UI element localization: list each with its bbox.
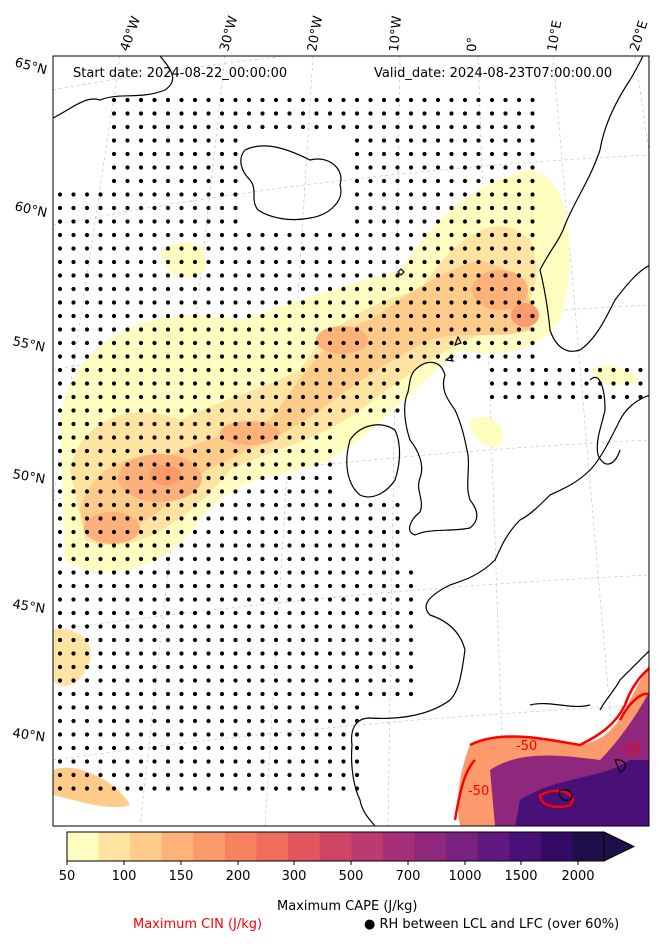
- start-date-text: Start date: 2024-08-22_00:00:00: [73, 66, 288, 81]
- colorbar-tick-label: 100: [112, 869, 137, 884]
- colorbar-extend-arrow: [603, 831, 636, 862]
- colorbar-segment: [572, 832, 605, 861]
- cin-contour-label-2: -25: [620, 742, 641, 757]
- coastlines: [53, 56, 649, 826]
- colorbar-segment: [382, 832, 415, 861]
- cin-contour-label-1: -50: [516, 739, 537, 754]
- colorbar-segment: [509, 832, 542, 861]
- lat-label-55n: 55°N: [11, 334, 46, 355]
- colorbar-tick-label: 200: [226, 869, 251, 884]
- latitude-labels: 65°N 60°N 55°N 50°N 45°N 40°N: [11, 55, 48, 745]
- colorbar-segment: [224, 832, 258, 861]
- colorbar-segment: [256, 832, 289, 861]
- cin-contour-label-3: -50: [468, 784, 489, 799]
- cin-contours: [453, 667, 649, 821]
- colorbar-segment: [98, 832, 131, 861]
- colorbar-segment: [288, 832, 321, 861]
- colorbar-tick-label: 2000: [561, 869, 594, 884]
- lon-label-0: 0°: [465, 37, 481, 52]
- lon-label-10w: 10°W: [387, 15, 405, 52]
- colorbar-segment: [161, 832, 194, 861]
- colorbar: [66, 831, 636, 862]
- rh-dots-legend-label: ● RH between LCL and LFC (over 60%): [364, 917, 620, 932]
- colorbar-segment: [319, 832, 352, 861]
- colorbar-segment: [193, 832, 226, 861]
- lat-label-45n: 45°N: [11, 597, 46, 617]
- colorbar-tick-label: 1500: [504, 869, 537, 884]
- colorbar-tick-label: 700: [396, 869, 421, 884]
- valid-date-text: Valid_date: 2024-08-23T07:00:00.00: [374, 66, 613, 81]
- lat-label-40n: 40°N: [11, 726, 46, 745]
- lon-label-10e: 10°E: [545, 19, 565, 52]
- colorbar-tick-label: 500: [339, 869, 364, 884]
- lat-label-50n: 50°N: [11, 467, 46, 487]
- colorbar-segment: [477, 832, 510, 861]
- colorbar-segment: [414, 832, 447, 861]
- colorbar-segment: [67, 832, 100, 861]
- colorbar-label: Maximum CAPE (J/kg): [277, 899, 418, 914]
- longitude-labels: 40°W 30°W 20°W 10°W 0° 10°E 20°E: [118, 14, 652, 53]
- colorbar-tick-label: 150: [169, 869, 194, 884]
- cin-legend-label: Maximum CIN (J/kg): [133, 917, 263, 932]
- map-frame: [52, 55, 650, 827]
- colorbar-frame: [66, 831, 605, 862]
- colorbar-tick-label: 50: [59, 869, 76, 884]
- rh-dots: [57, 97, 643, 791]
- lat-label-65n: 65°N: [13, 55, 49, 78]
- colorbar-tick-label: 1000: [448, 869, 481, 884]
- colorbar-ticks: 50 100 150 200 300 500 700 1000 1500 2000: [59, 861, 595, 884]
- colorbar-segment: [130, 832, 163, 861]
- lon-label-20w: 20°W: [305, 15, 326, 53]
- colorbar-segment: [446, 832, 479, 861]
- lat-label-60n: 60°N: [13, 199, 48, 221]
- colorbar-segment: [540, 832, 573, 861]
- colorbar-tick-label: 300: [282, 869, 307, 884]
- lon-label-20e: 20°E: [628, 19, 652, 53]
- colorbar-segment: [351, 832, 384, 861]
- lon-label-30w: 30°W: [217, 14, 241, 53]
- lon-label-40w: 40°W: [118, 14, 144, 53]
